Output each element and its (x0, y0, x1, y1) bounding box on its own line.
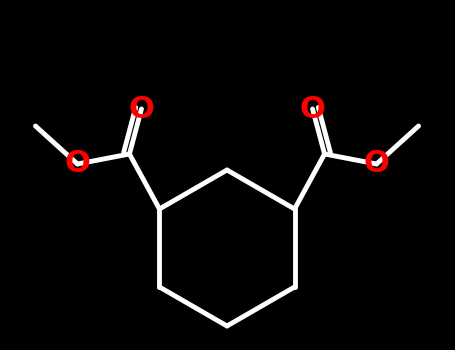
Text: O: O (299, 94, 325, 124)
Text: O: O (65, 149, 91, 178)
Text: O: O (128, 94, 154, 124)
Text: O: O (364, 149, 389, 178)
